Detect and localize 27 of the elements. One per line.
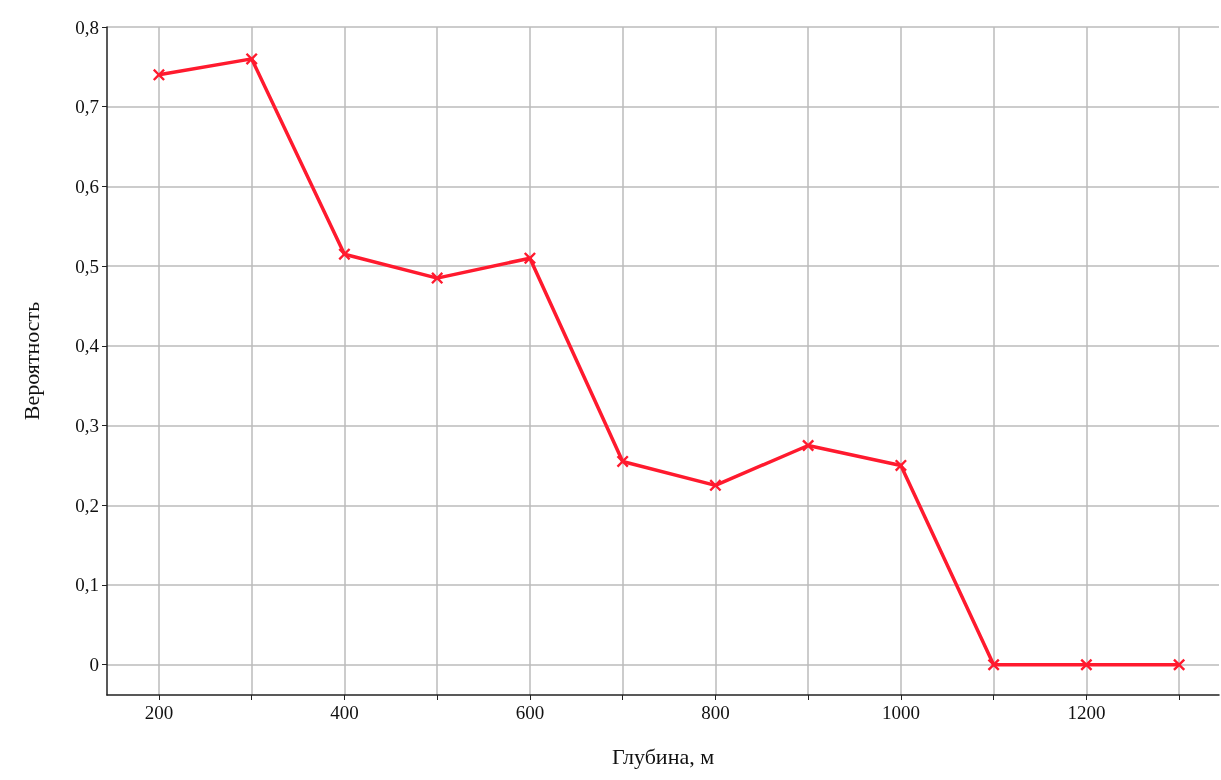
y-tick-label: 0,5 — [75, 255, 99, 277]
y-tick-label: 0,2 — [75, 494, 99, 516]
point — [802, 439, 815, 452]
y-tick-label: 0,7 — [75, 96, 99, 118]
y-axis-title: Вероятность — [18, 301, 44, 421]
point — [523, 252, 536, 265]
x-axis-title: Глубина, м — [611, 743, 715, 769]
x-tick-label: 200 — [144, 702, 174, 723]
point — [338, 248, 351, 261]
x-tick-label: 800 — [701, 702, 730, 723]
point — [1080, 658, 1093, 671]
x-tick-label: 600 — [515, 702, 545, 723]
y-tick-label: 0,1 — [75, 574, 99, 596]
point — [152, 68, 165, 81]
point — [245, 52, 258, 65]
x-tick-label: 400 — [330, 702, 359, 723]
y-tick-label: 0,6 — [75, 175, 99, 197]
x-tick-label: 1200 — [1067, 702, 1106, 723]
y-tick-label: 0,4 — [75, 335, 100, 357]
x-tick-label: 1000 — [881, 702, 920, 723]
point — [987, 658, 1000, 671]
point — [1173, 658, 1186, 671]
point — [894, 459, 907, 472]
y-tick-label: 0 — [89, 654, 99, 676]
y-tick-label: 0,3 — [75, 415, 99, 437]
point — [431, 272, 444, 285]
y-tick-label: 0,8 — [75, 16, 99, 38]
